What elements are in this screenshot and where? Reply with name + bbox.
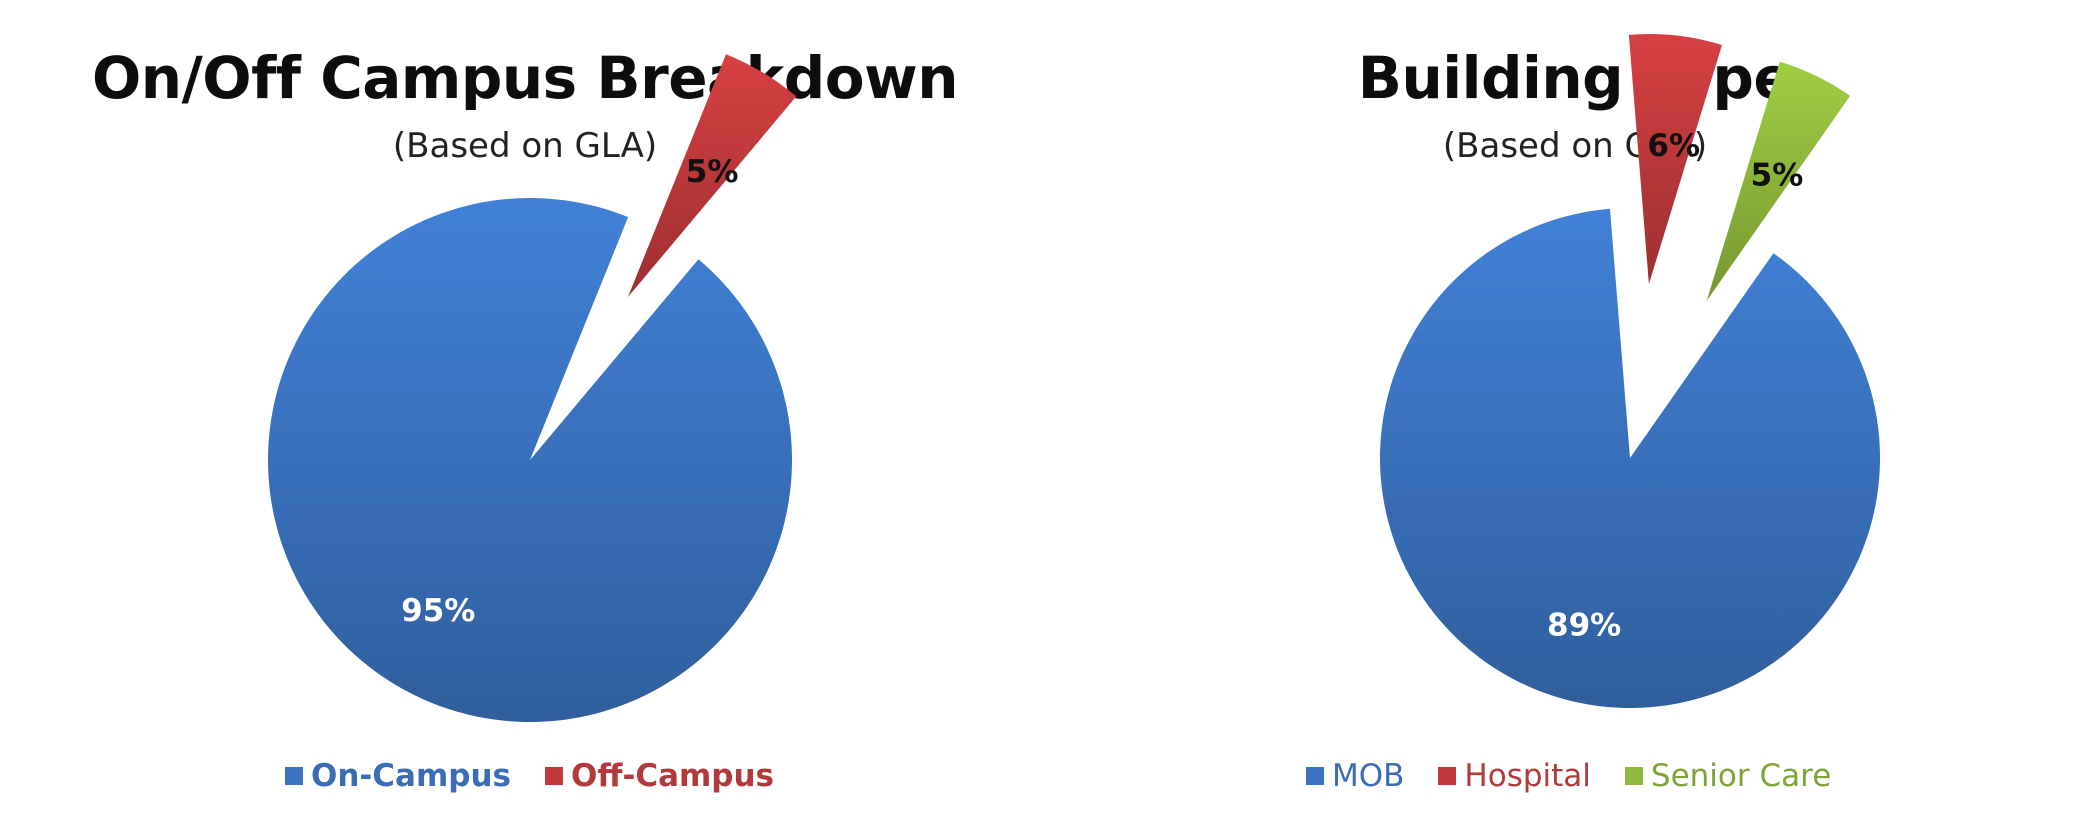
chart-subtitle: (Based on GLA) <box>392 126 658 166</box>
legend-item-off-campus: Off-Campus <box>544 758 774 794</box>
data-label-on-campus: 95% <box>401 593 475 629</box>
legend-item-mob: MOB <box>1306 758 1404 794</box>
legend-label: MOB <box>1332 758 1405 794</box>
chart-title: On/Off Campus Breakdown <box>91 44 959 112</box>
chart-legend: On-Campus Off-Campus <box>285 758 774 794</box>
data-label-senior-care: 5% <box>1751 158 1804 194</box>
chart-title: Building Type <box>1357 44 1793 112</box>
legend-swatch-senior-care <box>1624 767 1643 785</box>
pie-plot: 89% 6% 5% <box>1380 34 1880 708</box>
legend-label: On-Campus <box>311 758 511 794</box>
legend-label: Senior Care <box>1650 758 1832 794</box>
legend-swatch-on-campus <box>285 767 303 785</box>
pie-slice-senior-care <box>1706 61 1851 301</box>
pie-slice-hospital <box>1628 34 1722 285</box>
pie-slice-on-campus <box>267 198 792 722</box>
legend-swatch-off-campus <box>544 767 563 785</box>
legend-item-senior-care: Senior Care <box>1624 758 1832 794</box>
pie-plot: 95% 5% <box>267 54 797 722</box>
legend-label: Off-Campus <box>570 758 774 794</box>
chart-legend: MOB Hospital Senior Care <box>1306 758 1831 794</box>
legend-item-hospital: Hospital <box>1438 758 1591 794</box>
pie-slice-mob <box>1380 208 1880 708</box>
legend-swatch-mob <box>1306 767 1324 785</box>
data-label-mob: 89% <box>1547 607 1621 643</box>
legend-swatch-hospital <box>1438 767 1457 785</box>
data-label-hospital: 6% <box>1647 128 1700 164</box>
legend-label: Hospital <box>1464 758 1591 794</box>
data-label-off-campus: 5% <box>686 154 739 190</box>
legend-item-on-campus: On-Campus <box>285 758 511 794</box>
pie-slice-off-campus <box>627 54 797 298</box>
chart-on-off-campus: On/Off Campus Breakdown (Based on GLA) 9… <box>91 44 959 794</box>
chart-building-type: Building Type (Based on GLA) 89% 6% 5% MOB… <box>1050 0 2100 837</box>
